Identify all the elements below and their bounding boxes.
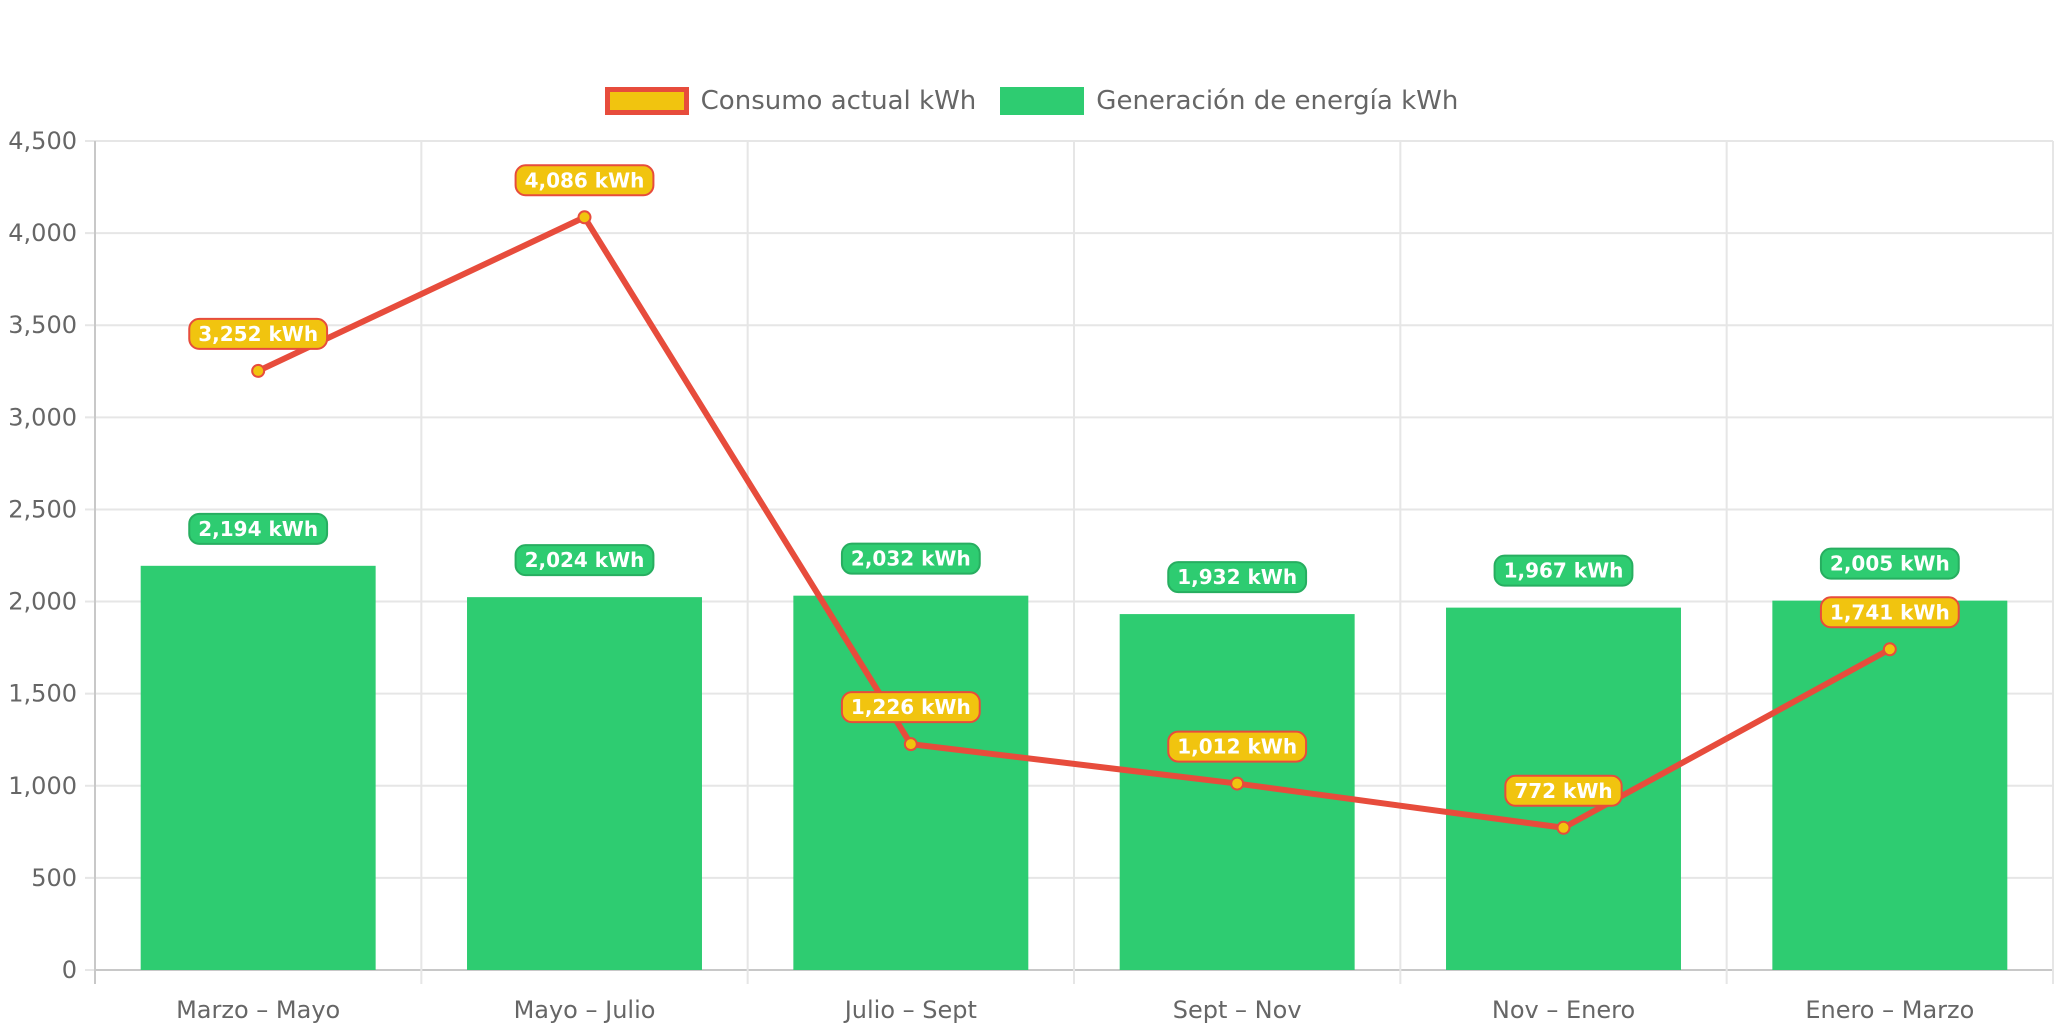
legend-item-consumo[interactable]: Consumo actual kWh [604,86,977,116]
legend-swatch-generacion [1000,87,1085,115]
y-tick-label: 4,000 [8,219,77,247]
legend-label-generacion: Generación de energía kWh [1096,86,1459,116]
data-label-generacion-bg [1819,547,1960,580]
bar-generacion [1772,600,2008,970]
y-tick-label: 500 [31,864,77,892]
bar-generacion [793,595,1029,970]
data-label-generacion: 1,932 kWh [1167,561,1308,594]
point-consumo [903,737,918,752]
data-label-consumo: 3,252 kWh [188,317,329,350]
data-label-generacion-bg [1167,561,1308,594]
data-label-consumo-text: 772 kWh [1514,779,1612,803]
y-tick-label: 1,500 [8,680,77,708]
data-label-generacion: 2,194 kWh [188,512,329,545]
data-label-consumo: 772 kWh [1504,774,1623,807]
data-label-consumo-bg [188,317,329,350]
data-label-consumo-bg [514,164,655,197]
data-label-generacion-text: 2,024 kWh [525,548,645,572]
data-label-generacion: 2,005 kWh [1819,547,1960,580]
data-label-consumo-text: 1,741 kWh [1830,600,1950,624]
x-tick-label: Nov – Enero [1492,996,1635,1024]
point-consumo [1882,642,1897,657]
data-label-consumo: 1,226 kWh [840,691,981,724]
data-label-generacion-bg [1493,554,1634,587]
legend-swatch-consumo [604,87,689,115]
y-tick-label: 2,500 [8,495,77,523]
x-tick-label: Sept – Nov [1173,996,1302,1024]
data-label-consumo-bg [1819,596,1960,629]
point-consumo [1230,776,1245,791]
data-label-consumo-bg [840,691,981,724]
x-tick-label: Mayo – Julio [514,996,656,1024]
point-consumo [577,210,592,225]
data-label-generacion-bg [188,512,329,545]
data-label-generacion-text: 2,032 kWh [851,547,971,571]
y-tick-label: 0 [62,956,77,984]
data-label-generacion-text: 2,005 kWh [1830,552,1950,576]
data-label-consumo-text: 3,252 kWh [198,322,318,346]
x-tick-label: Enero – Marzo [1805,996,1974,1024]
data-label-generacion-bg [840,542,981,575]
data-label-consumo: 1,012 kWh [1167,730,1308,763]
y-tick-label: 3,000 [8,403,77,431]
y-tick-label: 2,000 [8,588,77,616]
data-label-generacion: 1,967 kWh [1493,554,1634,587]
x-tick-label: Marzo – Mayo [176,996,340,1024]
data-label-generacion: 2,024 kWh [514,544,655,577]
data-label-consumo-text: 1,012 kWh [1177,735,1297,759]
data-label-consumo: 4,086 kWh [514,164,655,197]
point-consumo [1556,820,1571,835]
point-consumo [251,363,266,378]
legend: Consumo actual kWh Generación de energía… [0,86,2063,116]
data-label-generacion-text: 1,967 kWh [1504,559,1624,583]
data-label-generacion-bg [514,544,655,577]
y-tick-label: 3,500 [8,311,77,339]
data-label-consumo-text: 1,226 kWh [851,695,971,719]
data-label-consumo-text: 4,086 kWh [525,168,645,192]
data-label-consumo: 1,741 kWh [1819,596,1960,629]
data-label-generacion-text: 2,194 kWh [198,517,318,541]
data-label-consumo-bg [1167,730,1308,763]
legend-label-consumo: Consumo actual kWh [700,86,977,116]
y-tick-label: 4,500 [8,127,77,155]
data-label-generacion: 2,032 kWh [840,542,981,575]
bar-generacion [140,565,376,970]
data-label-consumo-bg [1504,774,1623,807]
data-label-generacion-text: 1,932 kWh [1177,565,1297,589]
bar-generacion [467,597,702,970]
y-tick-label: 1,000 [8,772,77,800]
x-tick-label: Julio – Sept [843,996,977,1024]
legend-item-generacion[interactable]: Generación de energía kWh [1000,86,1458,116]
